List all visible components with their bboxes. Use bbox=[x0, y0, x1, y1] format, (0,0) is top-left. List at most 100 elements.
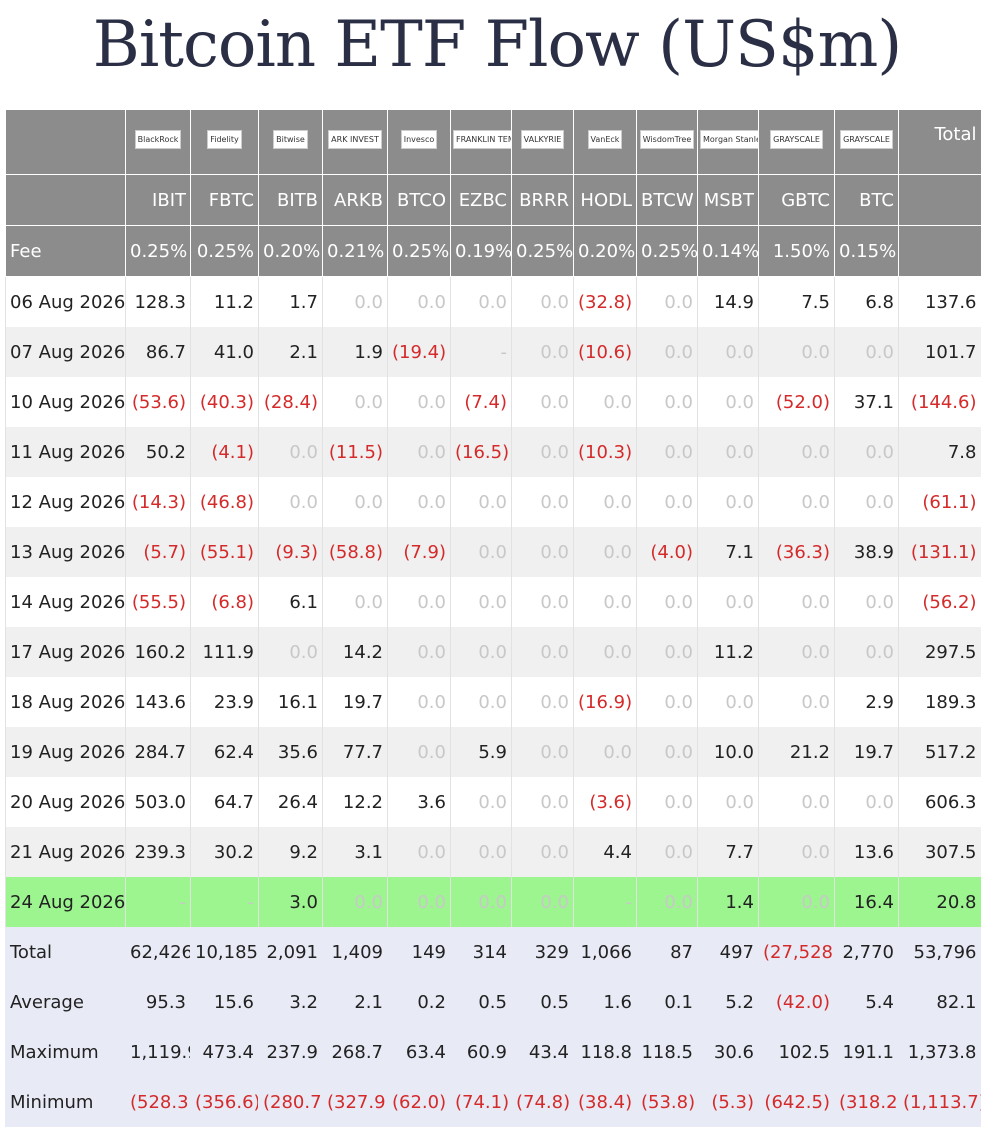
flow-value: 0.0 bbox=[573, 627, 637, 677]
flow-value: 0.0 bbox=[450, 477, 512, 527]
ticker: BTCW bbox=[636, 174, 698, 226]
date: 14 Aug 2026 bbox=[5, 577, 126, 627]
date: 10 Aug 2026 bbox=[5, 377, 126, 427]
flow-value: (46.8) bbox=[190, 477, 259, 527]
flow-value: (58.8) bbox=[322, 527, 388, 577]
summary-value: 0.5 bbox=[450, 977, 512, 1027]
flow-row: 07 Aug 2026 86.7 41.0 2.1 1.9 (19.4) -0.0 (10.6… bbox=[5, 327, 981, 377]
flow-value: 6.8 bbox=[834, 276, 899, 327]
fee-label: Fee bbox=[5, 225, 126, 277]
summary-value: (53.8) bbox=[636, 1077, 698, 1127]
flow-value: 0.0 bbox=[450, 577, 512, 627]
flow-value: 6.1 bbox=[258, 577, 323, 627]
logo-cell: Invesco bbox=[387, 110, 451, 175]
flow-value: 4.4 bbox=[573, 827, 637, 877]
flow-value: 0.0 bbox=[636, 477, 698, 527]
flow-value: 21.2 bbox=[758, 727, 835, 777]
flow-value: (19.4) bbox=[387, 327, 451, 377]
flow-value: 0.0 bbox=[511, 827, 574, 877]
ticker: BITB bbox=[258, 174, 323, 226]
flow-row: 12 Aug 2026 (14.3) (46.8) 0.0 0.0 0.0 0.0 0.0 0.… bbox=[5, 477, 981, 527]
summary-value: 30.6 bbox=[697, 1027, 759, 1077]
flow-value: (36.3) bbox=[758, 527, 835, 577]
summary-value: 118.8 bbox=[573, 1027, 637, 1077]
flow-value: - bbox=[573, 877, 637, 927]
issuer-logo: VanEck bbox=[587, 130, 623, 149]
flow-value: 0.0 bbox=[697, 377, 759, 427]
flow-value: 19.7 bbox=[322, 677, 388, 727]
flow-value: (56.2) bbox=[898, 577, 981, 627]
date: 13 Aug 2026 bbox=[5, 527, 126, 577]
flow-row: 06 Aug 2026 128.3 11.2 1.7 0.0 0.0 0.0 0.0 (32.8… bbox=[5, 276, 981, 327]
flow-row: 19 Aug 2026 284.7 62.4 35.6 77.7 0.0 5.9 0.0 0.0… bbox=[5, 727, 981, 777]
flow-value: 0.0 bbox=[573, 527, 637, 577]
flow-value: (28.4) bbox=[258, 377, 323, 427]
flow-value: 0.0 bbox=[450, 677, 512, 727]
flow-value: 0.0 bbox=[387, 427, 451, 477]
logo-cell: WisdomTree bbox=[636, 110, 698, 175]
flow-value: 0.0 bbox=[834, 327, 899, 377]
flow-value: 38.9 bbox=[834, 527, 899, 577]
flow-value: (131.1) bbox=[898, 527, 981, 577]
issuer-logo: ARK INVEST bbox=[328, 130, 382, 149]
fee: 0.25% bbox=[511, 225, 574, 277]
ticker: BTC bbox=[834, 174, 899, 226]
flow-value: 3.1 bbox=[322, 827, 388, 877]
blank-cell bbox=[898, 174, 981, 226]
flow-value: 0.0 bbox=[387, 627, 451, 677]
issuer-logo: WisdomTree bbox=[639, 130, 695, 149]
logo-row: BlackRock Fidelity Bitwise ARK INVEST Invesc… bbox=[5, 110, 981, 175]
logo-cell: Fidelity bbox=[190, 110, 259, 175]
flow-row: 10 Aug 2026 (53.6) (40.3) (28.4) 0.0 0.0 (7.4)… bbox=[5, 377, 981, 427]
flow-value: 0.0 bbox=[511, 377, 574, 427]
flow-value: 0.0 bbox=[450, 627, 512, 677]
date: 12 Aug 2026 bbox=[5, 477, 126, 527]
summary-value: 497 bbox=[697, 927, 759, 977]
flow-value: 0.0 bbox=[511, 276, 574, 327]
fee: 0.19% bbox=[450, 225, 512, 277]
fee: 0.25% bbox=[125, 225, 191, 277]
flow-value: 19.7 bbox=[834, 727, 899, 777]
flow-value: 1.4 bbox=[697, 877, 759, 927]
flow-value: (6.8) bbox=[190, 577, 259, 627]
ticker: IBIT bbox=[125, 174, 191, 226]
flow-value: 0.0 bbox=[450, 827, 512, 877]
fee: 0.20% bbox=[258, 225, 323, 277]
date: 06 Aug 2026 bbox=[5, 276, 126, 327]
summary-value: 237.9 bbox=[258, 1027, 323, 1077]
summary-row: Maximum1,119.9473.4237.9268.763.460.943.… bbox=[5, 1027, 981, 1077]
summary-value: (42.0) bbox=[758, 977, 835, 1027]
flow-row: 18 Aug 2026 143.6 23.9 16.1 19.7 0.0 0.0 0.0 (16… bbox=[5, 677, 981, 727]
flow-value: (52.0) bbox=[758, 377, 835, 427]
flow-value: 0.0 bbox=[697, 427, 759, 477]
flow-value: 2.9 bbox=[834, 677, 899, 727]
flow-value: 0.0 bbox=[322, 276, 388, 327]
flow-value: 606.3 bbox=[898, 777, 981, 827]
fee: 0.25% bbox=[190, 225, 259, 277]
flow-value: (144.6) bbox=[898, 377, 981, 427]
flow-value: 0.0 bbox=[387, 877, 451, 927]
flow-value: 0.0 bbox=[636, 627, 698, 677]
flow-value: 0.0 bbox=[758, 627, 835, 677]
flow-value: 0.0 bbox=[511, 477, 574, 527]
flow-value: - bbox=[190, 877, 259, 927]
flow-value: 0.0 bbox=[322, 577, 388, 627]
summary-value: (1,113.7) bbox=[898, 1077, 981, 1127]
flow-value: (61.1) bbox=[898, 477, 981, 527]
flow-value: 86.7 bbox=[125, 327, 191, 377]
flow-value: 0.0 bbox=[697, 327, 759, 377]
flow-value: 0.0 bbox=[834, 577, 899, 627]
issuer-logo: VALKYRIE bbox=[520, 130, 565, 149]
flow-value: 0.0 bbox=[697, 477, 759, 527]
flow-value: 35.6 bbox=[258, 727, 323, 777]
issuer-logo: Invesco bbox=[400, 130, 438, 149]
flow-value: 239.3 bbox=[125, 827, 191, 877]
summary-value: 62,426 bbox=[125, 927, 191, 977]
ticker: EZBC bbox=[450, 174, 512, 226]
flow-value: 0.0 bbox=[322, 477, 388, 527]
date: 18 Aug 2026 bbox=[5, 677, 126, 727]
flow-value: 14.2 bbox=[322, 627, 388, 677]
fee: 1.50% bbox=[758, 225, 835, 277]
flow-value: (4.1) bbox=[190, 427, 259, 477]
ticker: FBTC bbox=[190, 174, 259, 226]
